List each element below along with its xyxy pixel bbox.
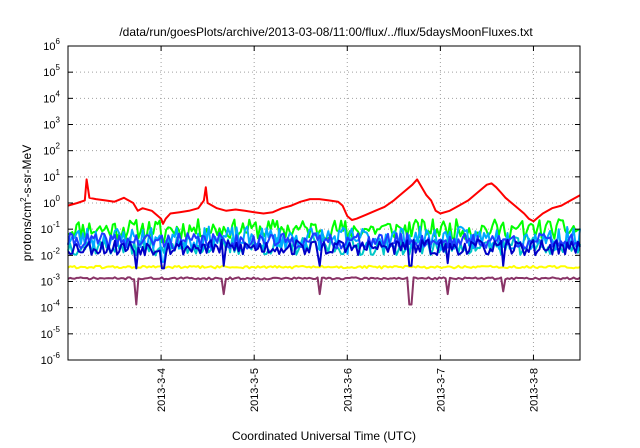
x-tick-label: 2013-3-6 [342,368,354,412]
grid [68,46,580,360]
y-axis-label-base: protons/cm [20,202,34,261]
series-line-0 [67,178,581,225]
y-tick-label: 10-3 [41,273,61,289]
y-tick-exp: 1 [56,168,61,177]
series-line-5 [67,238,581,270]
x-tick-labels: 2013-3-4 2013-3-5 2013-3-6 2013-3-7 2013-3-8 [156,368,540,412]
y-tick-base: 10 [41,355,53,367]
y-tick-exp: 3 [56,116,61,125]
y-tick-label: 10-5 [41,325,61,341]
y-tick-base: 10 [41,224,53,236]
y-tick-label: 100 [43,194,60,210]
y-tick-base: 10 [43,172,55,184]
y-tick-exp: 2 [56,142,61,151]
y-tick-label: 10-6 [41,351,61,367]
x-tick-label: 2013-3-5 [249,368,261,412]
y-tick-label: 106 [43,37,60,53]
y-tick-base: 10 [41,329,53,341]
y-axis-label: protons/cm2-s-sr-MeV [19,145,34,261]
y-tick-base: 10 [41,250,53,262]
y-tick-labels: 10610510410310210110010-110-210-310-410-… [41,37,61,367]
chart-title: /data/run/goesPlots/archive/2013-03-08/1… [119,25,533,39]
x-axis-label: Coordinated Universal Time (UTC) [232,429,416,443]
y-tick-base: 10 [43,41,55,53]
y-tick-exp: 6 [56,37,61,46]
y-tick-label: 102 [43,142,60,158]
y-tick-label: 10-1 [41,220,61,236]
y-tick-exp: 5 [56,63,61,72]
y-tick-base: 10 [41,303,53,315]
series-line-6 [67,264,581,270]
axis-ticks [68,45,580,361]
y-tick-base: 10 [43,120,55,132]
y-tick-label: 104 [43,89,60,105]
y-tick-exp: -6 [53,351,61,360]
y-tick-base: 10 [43,67,55,79]
y-tick-label: 103 [43,116,60,132]
x-tick-label: 2013-3-7 [435,368,447,412]
y-tick-label: 10-2 [41,246,61,262]
y-tick-base: 10 [43,93,55,105]
y-axis-label-tail: -s-sr-MeV [20,145,34,198]
y-tick-base: 10 [43,146,55,158]
y-tick-exp: -5 [53,325,61,334]
y-tick-label: 10-4 [41,299,61,315]
series-layer [67,178,581,306]
y-tick-exp: -1 [53,220,61,229]
series-line-7 [67,276,581,306]
y-tick-exp: -3 [53,273,61,282]
y-tick-base: 10 [41,277,53,289]
y-tick-label: 105 [43,63,60,79]
y-tick-exp: 0 [56,194,61,203]
y-axis-label-sup: 2 [19,197,28,202]
y-tick-exp: -2 [53,246,61,255]
y-tick-exp: -4 [53,299,61,308]
y-tick-base: 10 [43,198,55,210]
x-tick-label: 2013-3-8 [528,368,540,412]
y-tick-label: 101 [43,168,60,184]
x-tick-label: 2013-3-4 [156,368,168,412]
y-tick-exp: 4 [56,89,61,98]
